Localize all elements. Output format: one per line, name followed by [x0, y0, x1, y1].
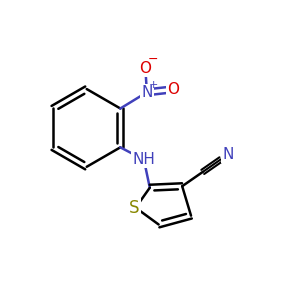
Text: +: + [148, 80, 158, 90]
Text: NH: NH [133, 152, 155, 167]
Text: O: O [167, 82, 179, 97]
Text: N: N [141, 85, 152, 100]
Text: −: − [148, 53, 158, 66]
Text: S: S [129, 199, 140, 217]
Text: O: O [140, 61, 152, 76]
Text: N: N [223, 147, 234, 162]
